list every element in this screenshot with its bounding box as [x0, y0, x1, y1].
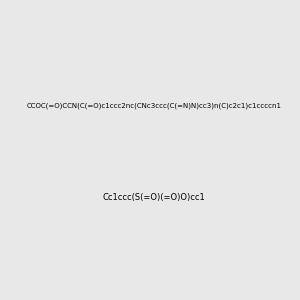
Text: Cc1ccc(S(=O)(=O)O)cc1: Cc1ccc(S(=O)(=O)O)cc1 — [102, 193, 205, 202]
Text: CCOC(=O)CCN(C(=O)c1ccc2nc(CNc3ccc(C(=N)N)cc3)n(C)c2c1)c1ccccn1: CCOC(=O)CCN(C(=O)c1ccc2nc(CNc3ccc(C(=N)N… — [26, 102, 281, 109]
